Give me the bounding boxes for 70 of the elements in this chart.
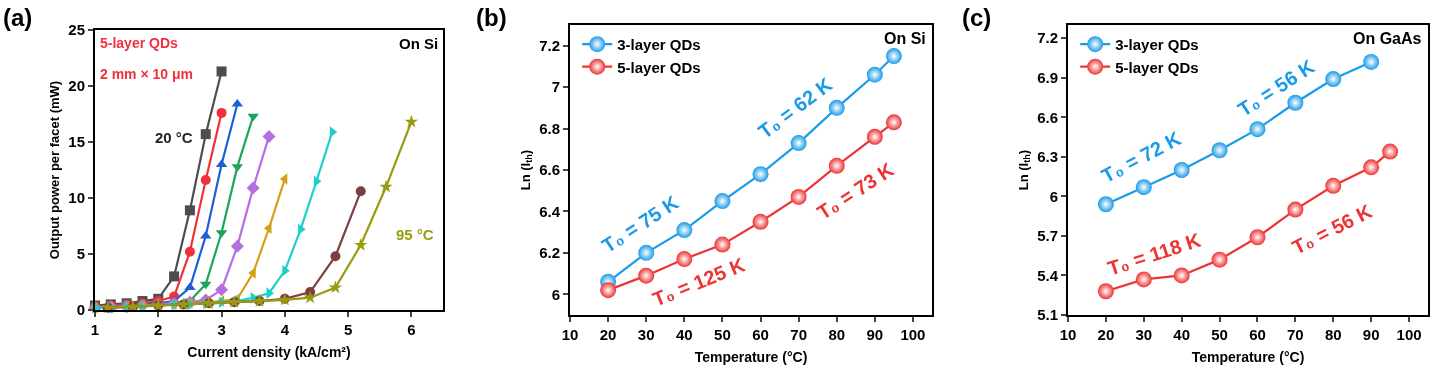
x-tick-label: 30 xyxy=(1135,326,1153,343)
x-tick-label: 20 xyxy=(1097,326,1115,343)
y-tick-label: 6.2 xyxy=(539,244,560,262)
x-tick-label: 100 xyxy=(900,326,926,343)
annotation: 5-layer QDs xyxy=(100,35,179,51)
annotation: T₀ = 62 K xyxy=(754,72,837,143)
x-tick-label: 60 xyxy=(1249,326,1266,343)
annotation: 20 °C xyxy=(155,129,193,146)
x-axis-title: Temperature (°C) xyxy=(694,348,808,365)
y-tick-label: 6 xyxy=(551,285,560,303)
annotation: 2 mm × 10 μm xyxy=(100,66,194,82)
text: (a) xyxy=(3,4,33,31)
annotation: 95 °C xyxy=(396,226,434,243)
legend-label: 5-layer QDs xyxy=(1115,58,1199,76)
x-tick-label: 4 xyxy=(280,321,290,338)
y-tick-label: 15 xyxy=(68,133,85,151)
x-tick-label: 6 xyxy=(407,321,416,338)
x-tick-label: 50 xyxy=(1211,326,1228,343)
y-axis-title: Output power per facet (mW) xyxy=(46,80,62,260)
y-tick-label: 6.9 xyxy=(1037,68,1058,86)
annotation: T₀ = 56 K xyxy=(1233,54,1319,121)
x-tick-label: 70 xyxy=(1287,326,1304,343)
y-tick-label: 7 xyxy=(551,78,560,96)
x-tick-label: 80 xyxy=(1324,326,1342,343)
x-tick-label: 20 xyxy=(599,326,617,343)
x-tick-label: 90 xyxy=(866,326,884,343)
annotation: T₀ = 72 K xyxy=(1097,126,1185,187)
legend-label: 3-layer QDs xyxy=(1115,36,1199,53)
x-tick-label: 40 xyxy=(1173,326,1191,343)
x-tick-label: 50 xyxy=(714,326,731,343)
x-tick-label: 10 xyxy=(1059,326,1077,343)
y-tick-label: 5.1 xyxy=(1037,306,1058,324)
annotation: T₀ = 56 K xyxy=(1288,199,1376,259)
x-axis-title: Temperature (°C) xyxy=(1191,348,1305,365)
y-tick-label: 5.4 xyxy=(1037,266,1059,284)
y-tick-label: 25 xyxy=(68,21,85,39)
y-tick-label: 6.3 xyxy=(1037,148,1058,166)
y-tick-label: 7.2 xyxy=(1037,29,1058,47)
x-tick-label: 80 xyxy=(828,326,846,343)
annotation: On Si xyxy=(399,35,439,52)
y-tick-label: 6.4 xyxy=(539,202,561,220)
annotation: T₀ = 73 K xyxy=(813,157,899,224)
x-tick-label: 5 xyxy=(343,321,353,338)
y-tick-label: 6 xyxy=(1049,187,1058,205)
legend-label: 3-layer QDs xyxy=(617,36,701,53)
y-tick-label: 7.2 xyxy=(539,36,560,54)
legend-label: 5-layer QDs xyxy=(617,58,701,76)
text: (c) xyxy=(962,4,992,31)
annotation: On GaAs xyxy=(1353,30,1422,47)
x-tick-label: 30 xyxy=(637,326,655,343)
x-axis-title: Current density (kA/cm²) xyxy=(187,343,351,360)
y-tick-label: 10 xyxy=(68,189,85,207)
x-tick-label: 2 xyxy=(154,321,163,338)
x-tick-label: 40 xyxy=(675,326,693,343)
text: (b) xyxy=(476,4,507,31)
x-tick-label: 1 xyxy=(90,321,100,338)
y-tick-label: 20 xyxy=(68,77,85,95)
annotation: On Si xyxy=(884,30,926,47)
annotation: T₀ = 118 K xyxy=(1104,228,1204,280)
y-tick-label: 5 xyxy=(76,245,85,263)
x-tick-label: 90 xyxy=(1362,326,1380,343)
y-tick-label: 6.6 xyxy=(1037,108,1058,126)
y-tick-label: 0 xyxy=(76,301,85,319)
y-tick-label: 5.7 xyxy=(1037,227,1058,245)
x-tick-label: 70 xyxy=(790,326,807,343)
x-tick-label: 3 xyxy=(217,321,226,338)
x-tick-label: 100 xyxy=(1396,326,1422,343)
y-tick-label: 6.6 xyxy=(539,161,560,179)
y-tick-label: 6.8 xyxy=(539,119,560,137)
x-tick-label: 60 xyxy=(752,326,769,343)
